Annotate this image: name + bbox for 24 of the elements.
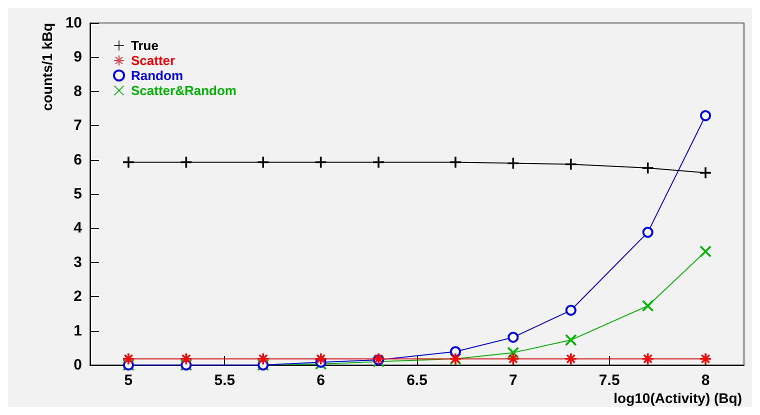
x-tick-label: 5.5 — [214, 372, 236, 389]
legend-label: Scatter&Random — [131, 83, 236, 98]
x-tick-label: 5 — [124, 372, 133, 389]
x-axis-title: log10(Activity) (Bq) — [614, 390, 742, 406]
y-tick-label: 0 — [74, 356, 82, 374]
legend-label: True — [131, 38, 158, 53]
x-tick-label: 7 — [509, 372, 518, 389]
y-tick-label: 8 — [74, 82, 82, 100]
y-axis-title: counts/1 kBq — [39, 23, 55, 111]
x-tick-label: 6.5 — [406, 372, 428, 389]
y-tick-label: 9 — [74, 48, 82, 66]
y-tick-label: 1 — [74, 322, 82, 340]
y-tick-label: 6 — [74, 151, 82, 168]
y-tick-label: 10 — [65, 14, 82, 32]
x-tick-label: 6 — [316, 372, 325, 389]
x-tick-label: 8 — [701, 372, 710, 389]
x-tick-label: 7.5 — [598, 372, 620, 389]
y-tick-label: 4 — [74, 220, 83, 237]
legend-label: Random — [131, 68, 183, 83]
y-tick-label: 3 — [74, 254, 82, 271]
y-tick-label: 7 — [74, 117, 82, 134]
legend-label: Scatter — [131, 53, 176, 68]
y-tick-label: 5 — [74, 186, 82, 202]
y-tick-label: 2 — [74, 288, 82, 306]
